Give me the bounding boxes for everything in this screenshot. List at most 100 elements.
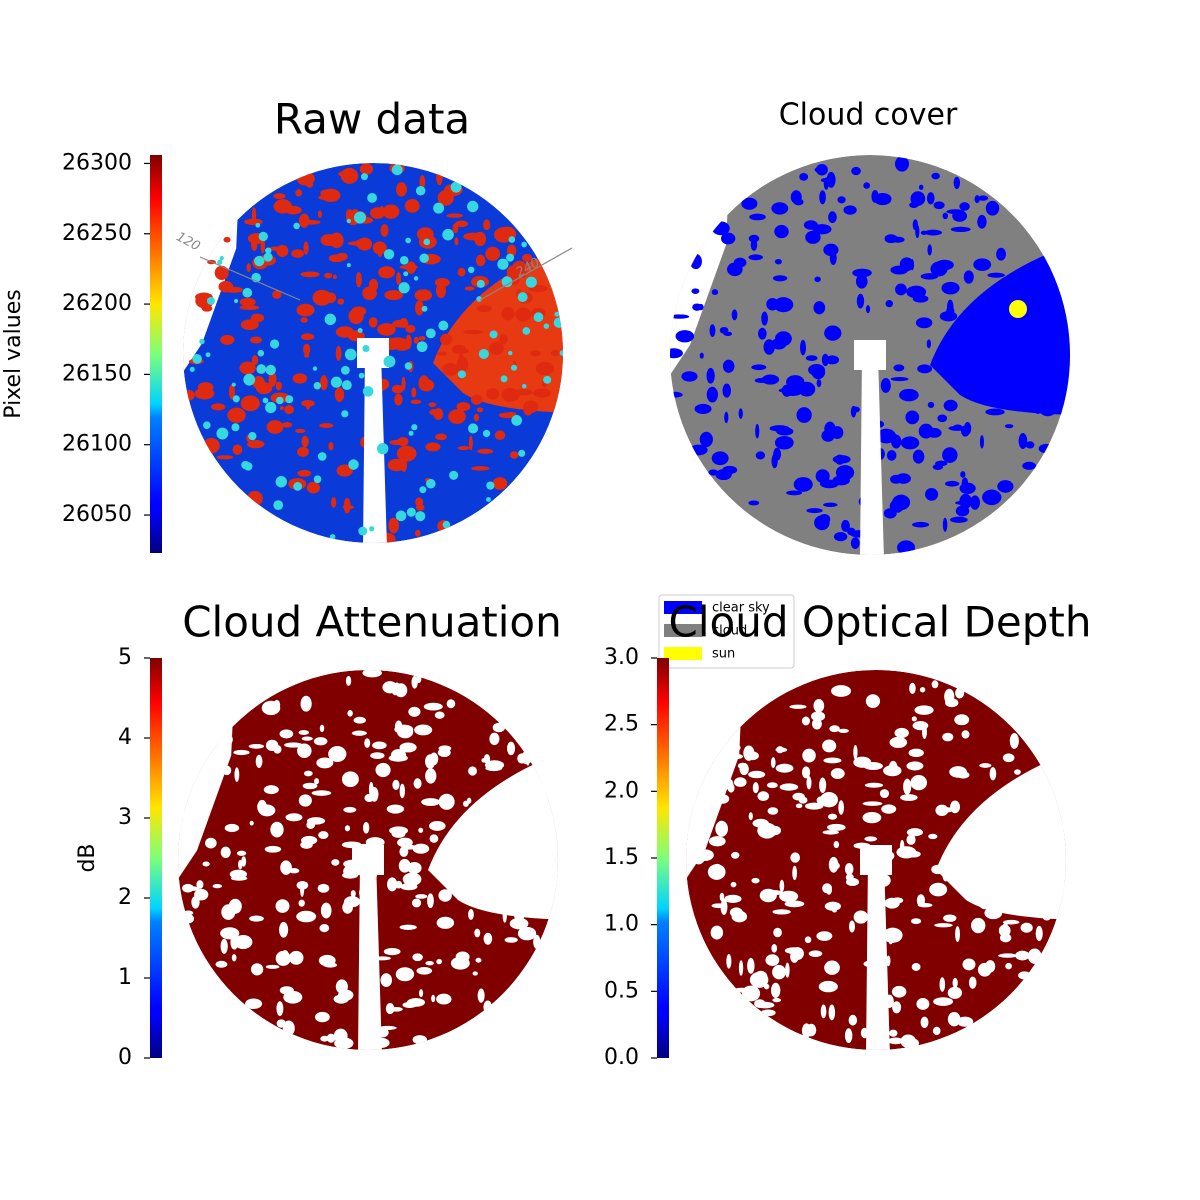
speckle — [298, 730, 309, 736]
speckle — [766, 782, 778, 789]
speckle — [864, 836, 878, 842]
speckle — [831, 426, 844, 440]
speckle — [370, 752, 385, 759]
speckle — [926, 339, 932, 349]
speckle — [815, 469, 830, 484]
speckle — [378, 1025, 397, 1031]
speckle — [862, 801, 883, 806]
speckle — [937, 414, 948, 423]
speckle — [773, 297, 794, 313]
speckle — [559, 350, 563, 356]
speckle — [317, 452, 327, 461]
speckle — [997, 480, 1014, 493]
speckle — [399, 264, 419, 270]
speckle — [943, 399, 958, 412]
speckle — [748, 770, 766, 779]
speckle — [508, 236, 516, 243]
speckle — [300, 881, 305, 897]
speckle — [415, 185, 426, 196]
speckle — [759, 888, 777, 903]
speckle — [890, 474, 902, 484]
legend-swatch — [664, 647, 702, 660]
speckle — [332, 274, 337, 280]
speckle — [440, 845, 452, 852]
speckle — [525, 276, 537, 288]
speckle — [358, 372, 365, 379]
speckle — [389, 1006, 403, 1012]
sky-image — [686, 670, 1066, 1050]
speckle — [1025, 334, 1040, 348]
speckle — [301, 435, 309, 448]
speckle — [205, 352, 211, 358]
speckle — [183, 389, 195, 401]
azimuth-line — [479, 247, 573, 301]
speckle — [306, 403, 311, 410]
speckle — [375, 762, 391, 778]
speckle — [715, 820, 729, 837]
speckle — [437, 190, 454, 206]
speckle — [523, 403, 533, 416]
speckle — [205, 837, 217, 849]
speckle — [879, 789, 890, 799]
speckle — [313, 737, 328, 746]
speckle — [844, 863, 854, 876]
speckle — [494, 430, 506, 440]
speckle — [814, 276, 821, 283]
speckle — [537, 860, 548, 868]
speckle — [755, 423, 760, 439]
azimuth-line — [199, 256, 301, 301]
speckle — [805, 802, 824, 810]
speckle — [350, 459, 358, 467]
speckle — [709, 324, 716, 338]
speckle — [435, 283, 446, 299]
colorbar-tick-label: 1 — [118, 965, 132, 990]
speckle — [921, 724, 927, 739]
speckle — [206, 296, 215, 305]
image-pixels — [183, 163, 563, 543]
speckle — [455, 220, 469, 228]
speckle — [1052, 884, 1066, 896]
speckle — [716, 794, 730, 804]
speckle — [823, 502, 838, 507]
speckle — [402, 872, 422, 886]
speckle — [279, 406, 284, 411]
speckle — [178, 820, 189, 834]
panel-title: Cloud Optical Depth — [669, 598, 1092, 647]
speckle — [446, 213, 464, 218]
speckle — [498, 412, 517, 419]
speckle — [268, 372, 277, 387]
speckle — [757, 822, 777, 839]
speckle — [476, 819, 488, 829]
arm — [358, 860, 382, 1050]
speckle — [987, 272, 1005, 278]
speckle — [956, 1016, 974, 1027]
speckle — [692, 797, 702, 813]
speckle — [1004, 424, 1014, 429]
speckle — [411, 898, 422, 908]
speckle — [822, 883, 832, 894]
speckle — [410, 399, 422, 405]
speckle — [931, 172, 940, 180]
speckle — [973, 258, 992, 271]
speckle — [284, 742, 303, 748]
speckle — [793, 477, 813, 492]
speckle — [944, 480, 960, 487]
speckle — [306, 820, 316, 829]
speckle — [522, 383, 527, 389]
speckle — [927, 401, 935, 408]
speckle — [916, 894, 926, 907]
colorbar-tick-label: 26200 — [62, 291, 132, 316]
speckle — [1009, 384, 1024, 391]
speckle — [468, 423, 479, 434]
speckle — [326, 1033, 336, 1043]
speckle — [399, 317, 408, 328]
speckle — [270, 339, 280, 349]
speckle — [232, 444, 243, 455]
colorbar-tick-label: 2.5 — [604, 712, 639, 737]
speckle — [303, 770, 313, 777]
speckle — [838, 728, 849, 733]
speckle — [391, 164, 403, 176]
speckle — [761, 311, 768, 326]
speckle — [943, 914, 957, 922]
speckle — [220, 846, 231, 859]
